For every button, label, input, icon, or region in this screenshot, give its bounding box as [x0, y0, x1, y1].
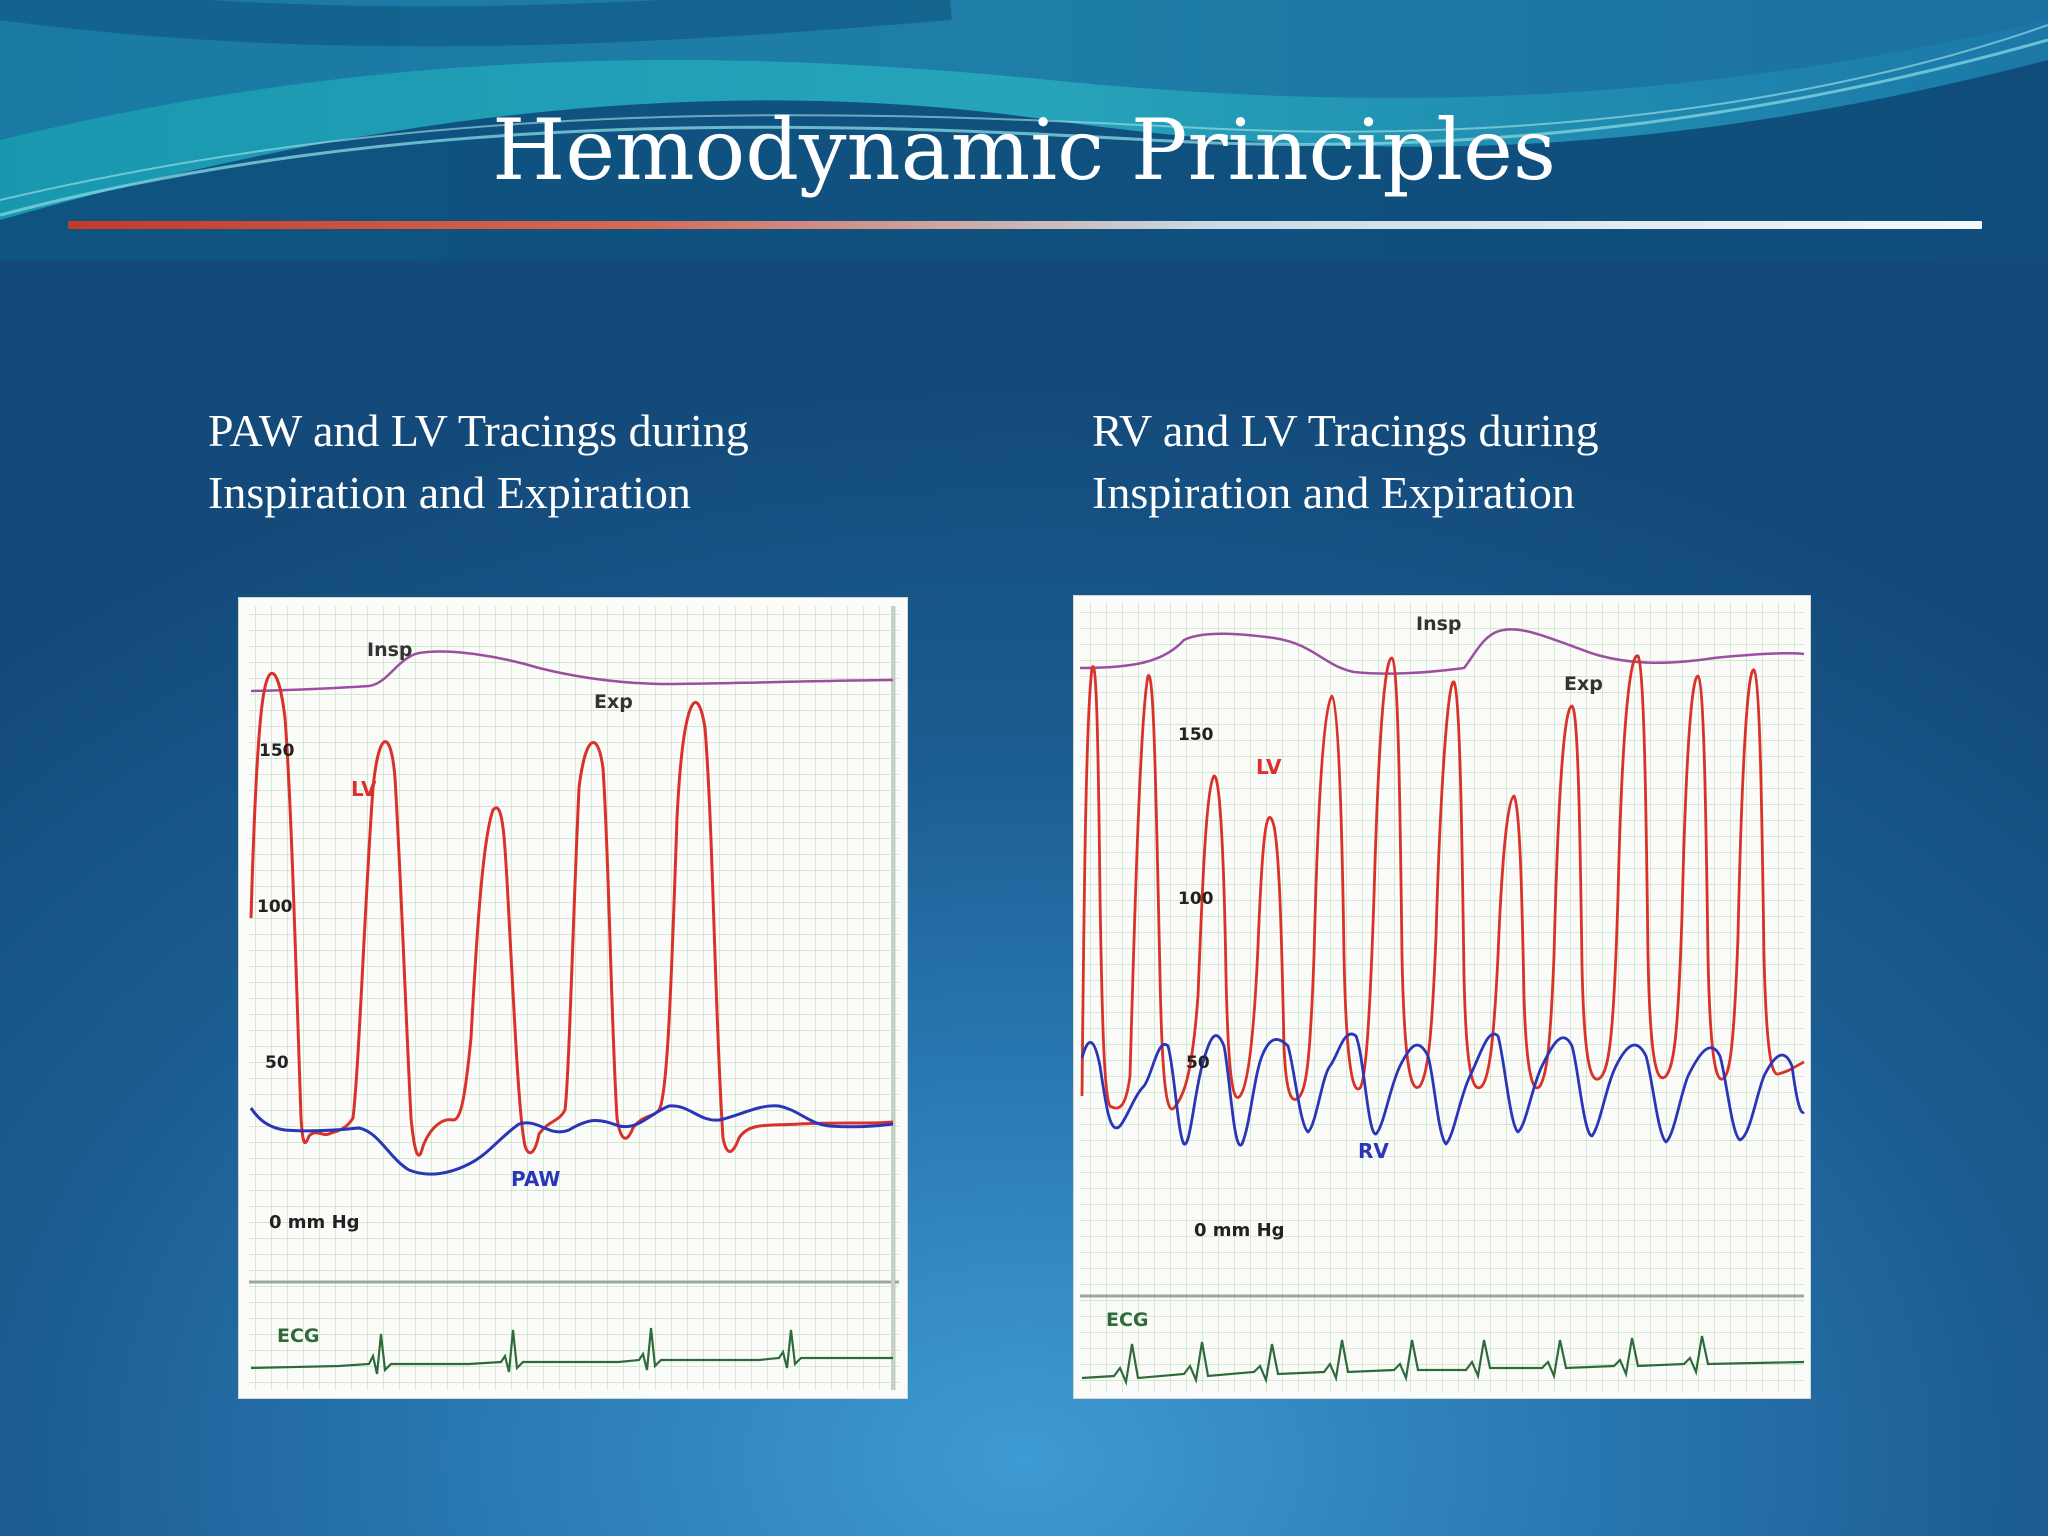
- lv-label: LV: [351, 777, 377, 801]
- grid-background: [249, 606, 899, 1390]
- left-caption-line-1: PAW and LV Tracings during: [208, 405, 749, 456]
- lv-label: LV: [1256, 755, 1282, 779]
- zero-mmhg-label: 0 mm Hg: [1194, 1220, 1285, 1241]
- respiration-trace: [1079, 628, 1805, 675]
- rv-pressure-trace: [1080, 1032, 1805, 1147]
- tick-100: 100: [1178, 889, 1214, 909]
- title-rule: [68, 221, 1982, 229]
- left-caption-line-2: Inspiration and Expiration: [208, 467, 691, 518]
- grid-background: [1080, 602, 1804, 1392]
- right-caption-line-1: RV and LV Tracings during: [1092, 405, 1599, 456]
- rv-lv-tracing-image: Insp Exp LV RV 150 100 50 0 mm Hg ECG: [1074, 596, 1810, 1398]
- tick-100: 100: [257, 897, 293, 917]
- paw-label: PAW: [511, 1167, 560, 1191]
- left-caption: PAW and LV Tracings during Inspiration a…: [208, 400, 749, 524]
- ecg-label: ECG: [1106, 1309, 1149, 1331]
- ecg-label: ECG: [277, 1325, 320, 1347]
- zero-mmhg-label: 0 mm Hg: [269, 1212, 360, 1233]
- paw-pressure-trace: [249, 1104, 894, 1176]
- rv-lv-tracing-svg: Insp Exp LV RV 150 100 50 0 mm Hg ECG: [1079, 602, 1805, 1392]
- rv-label: RV: [1358, 1139, 1389, 1163]
- paw-lv-tracing-image: Insp Exp LV PAW 150 100 50 0 mm Hg ECG: [239, 598, 907, 1398]
- ecg-trace: [1081, 1335, 1805, 1386]
- insp-label: Insp: [1416, 613, 1462, 635]
- tick-50: 50: [1186, 1053, 1210, 1073]
- header-wave-decoration: [0, 0, 2048, 260]
- exp-label: Exp: [1564, 673, 1603, 695]
- exp-label: Exp: [594, 691, 633, 713]
- tick-150: 150: [1178, 725, 1214, 745]
- right-caption: RV and LV Tracings during Inspiration an…: [1092, 400, 1599, 524]
- ecg-trace: [250, 1327, 893, 1375]
- right-caption-line-2: Inspiration and Expiration: [1092, 467, 1575, 518]
- lv-pressure-trace: [1080, 654, 1805, 1111]
- paw-lv-tracing-svg: Insp Exp LV PAW 150 100 50 0 mm Hg ECG: [249, 606, 899, 1390]
- insp-label: Insp: [367, 639, 413, 661]
- lv-pressure-trace: [249, 672, 894, 1157]
- slide-title: Hemodynamic Principles: [492, 101, 1556, 199]
- tick-150: 150: [259, 741, 295, 761]
- respiration-trace: [250, 650, 894, 693]
- tick-50: 50: [265, 1053, 289, 1073]
